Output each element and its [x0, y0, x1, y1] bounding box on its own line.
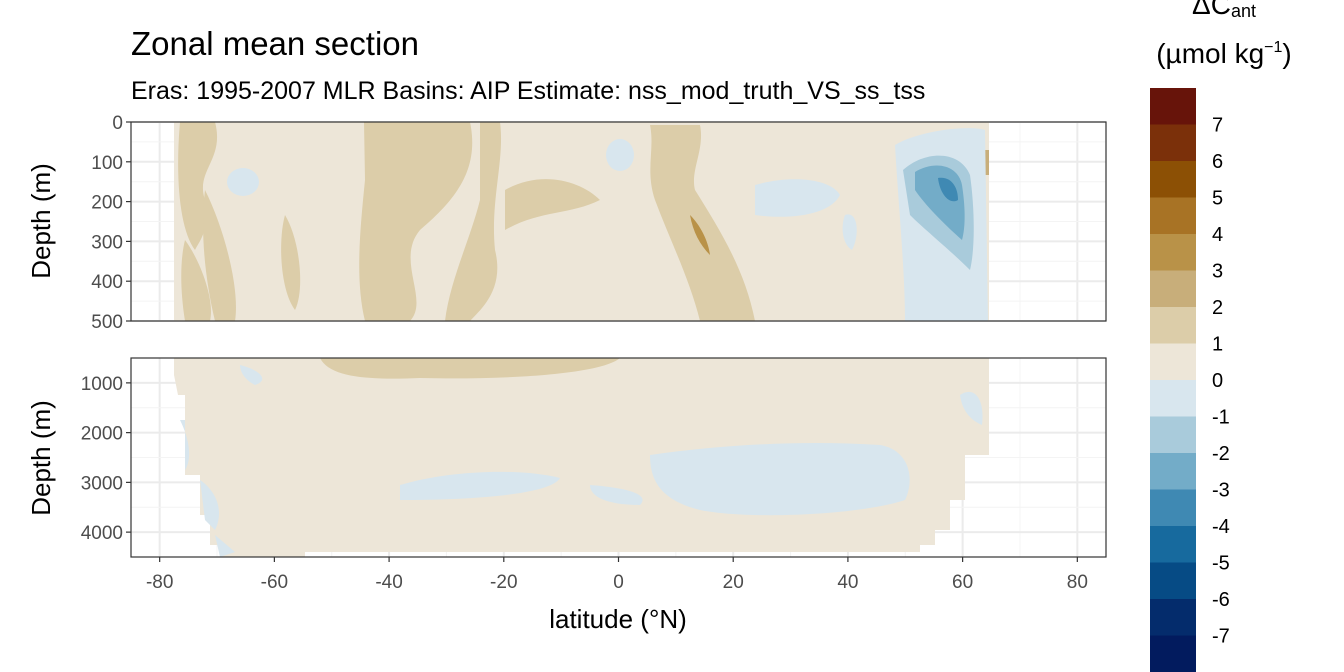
legend-color-bin [1150, 380, 1196, 417]
contour-band-neg1-0 [180, 420, 190, 470]
y-tick-label: 300 [91, 232, 123, 253]
y-tick-label: 400 [91, 272, 123, 293]
x-tick-label: 20 [723, 572, 744, 593]
lower-panel-contours [174, 358, 989, 557]
x-tick-label: -60 [261, 572, 288, 593]
contour-band-1-2 [445, 122, 502, 321]
legend-label: -5 [1212, 553, 1230, 575]
upper-y-axis: 0 100 200 300 400 500 [91, 113, 131, 333]
y-tick-label: 200 [91, 193, 123, 214]
lower-panel: 1000 2000 3000 4000 Depth (m) [26, 357, 1107, 558]
contour-band-1-2 [203, 190, 236, 321]
chart-title: Zonal mean section [131, 25, 419, 62]
legend-color-bin [1150, 161, 1196, 198]
legend-unit: (µmol kg−1) [1156, 38, 1292, 69]
legend-label: 0 [1212, 370, 1223, 392]
x-tick-label: 0 [613, 572, 624, 593]
legend-unit-sup: −1 [1264, 39, 1282, 56]
contour-band-neg1-0 [650, 443, 910, 516]
contour-band-neg1-0 [227, 168, 259, 196]
x-tick-label: -80 [146, 572, 173, 593]
legend-label: -1 [1212, 407, 1230, 429]
y-tick-label: 4000 [81, 523, 123, 544]
x-tick-label: 80 [1067, 572, 1088, 593]
legend-label: 5 [1212, 188, 1223, 210]
contour-band-3-4 [690, 215, 710, 255]
legend-color-bin [1150, 234, 1196, 271]
y-tick-label: 2000 [81, 424, 123, 445]
contour-band-1-2 [505, 179, 600, 230]
contour-band-1-2 [320, 358, 620, 379]
contour-band-neg1-0 [606, 139, 634, 171]
contour-band-1-2 [650, 125, 755, 321]
legend-color-bin [1150, 416, 1196, 453]
legend-label: 4 [1212, 224, 1223, 246]
contour-band-neg1-0 [400, 471, 560, 500]
legend-label: 7 [1212, 115, 1223, 137]
contour-band-1-2 [178, 122, 218, 250]
legend-color-bin [1150, 343, 1196, 380]
legend-label: 6 [1212, 151, 1223, 173]
lower-y-axis: 1000 2000 3000 4000 [81, 374, 131, 544]
legend-color-bin [1150, 599, 1196, 636]
x-axis: -80 -60 -40 -20 0 20 40 60 80 [146, 557, 1088, 593]
legend-color-bin [1150, 526, 1196, 563]
x-tick-label: -40 [375, 572, 402, 593]
contour-band-neg1-0 [590, 485, 643, 505]
upper-panel-border [130, 121, 1107, 322]
x-tick-label: 40 [837, 572, 858, 593]
legend-color-bin [1150, 307, 1196, 344]
legend-label: -7 [1212, 626, 1230, 648]
legend-title-sub: ant [1231, 1, 1256, 21]
legend: ΔCant (µmol kg−1) 7 6 5 4 3 2 1 0 -1 -2 -3 -4 -5 -6 -7 [1150, 0, 1292, 672]
legend-label: 2 [1212, 297, 1223, 319]
legend-title: ΔCant [1192, 0, 1256, 21]
legend-label: 1 [1212, 334, 1223, 356]
y-tick-label: 0 [112, 113, 123, 134]
legend-unit-post: ) [1282, 38, 1291, 69]
legend-color-bin [1150, 270, 1196, 307]
legend-color-bin [1150, 453, 1196, 490]
legend-label: -6 [1212, 589, 1230, 611]
x-axis-label: latitude (°N) [549, 604, 687, 634]
legend-color-bin [1150, 562, 1196, 599]
legend-color-bin [1150, 197, 1196, 234]
legend-color-bin [1150, 635, 1196, 672]
legend-label: -2 [1212, 443, 1230, 465]
y-tick-label: 1000 [81, 374, 123, 395]
upper-panel: 0 100 200 300 400 500 Depth (m) [26, 113, 1107, 333]
contour-band-neg1-0 [960, 391, 983, 425]
legend-label: 3 [1212, 261, 1223, 283]
legend-title-main: ΔC [1192, 0, 1231, 20]
upper-panel-contours [174, 122, 989, 321]
x-tick-label: -20 [490, 572, 517, 593]
x-tick-label: 60 [952, 572, 973, 593]
contour-band-neg4-neg3 [938, 177, 958, 202]
upper-y-axis-label: Depth (m) [26, 163, 56, 279]
legend-label: -4 [1212, 516, 1230, 538]
legend-unit-pre: (µmol kg [1156, 38, 1264, 69]
contour-band-1-2 [181, 240, 211, 321]
y-tick-label: 3000 [81, 473, 123, 494]
y-tick-label: 100 [91, 153, 123, 174]
legend-color-bin [1150, 88, 1196, 125]
contour-band-neg1-0 [755, 179, 840, 217]
lower-y-axis-label: Depth (m) [26, 400, 56, 516]
chart-subtitle: Eras: 1995-2007 MLR Basins: AIP Estimate… [131, 77, 925, 105]
contour-band-neg1-0 [200, 480, 220, 530]
contour-band-neg1-0 [240, 365, 263, 385]
legend-colorbar [1150, 88, 1196, 672]
contour-band-neg1-0 [215, 535, 235, 557]
contour-band-1-2 [359, 122, 473, 321]
legend-label: -3 [1212, 480, 1230, 502]
contour-band-neg1-0 [842, 214, 857, 250]
legend-color-bin [1150, 124, 1196, 161]
legend-labels: 7 6 5 4 3 2 1 0 -1 -2 -3 -4 -5 -6 -7 [1212, 115, 1230, 648]
legend-color-bin [1150, 489, 1196, 526]
contour-band-1-2 [281, 215, 301, 310]
y-tick-label: 500 [91, 312, 123, 333]
